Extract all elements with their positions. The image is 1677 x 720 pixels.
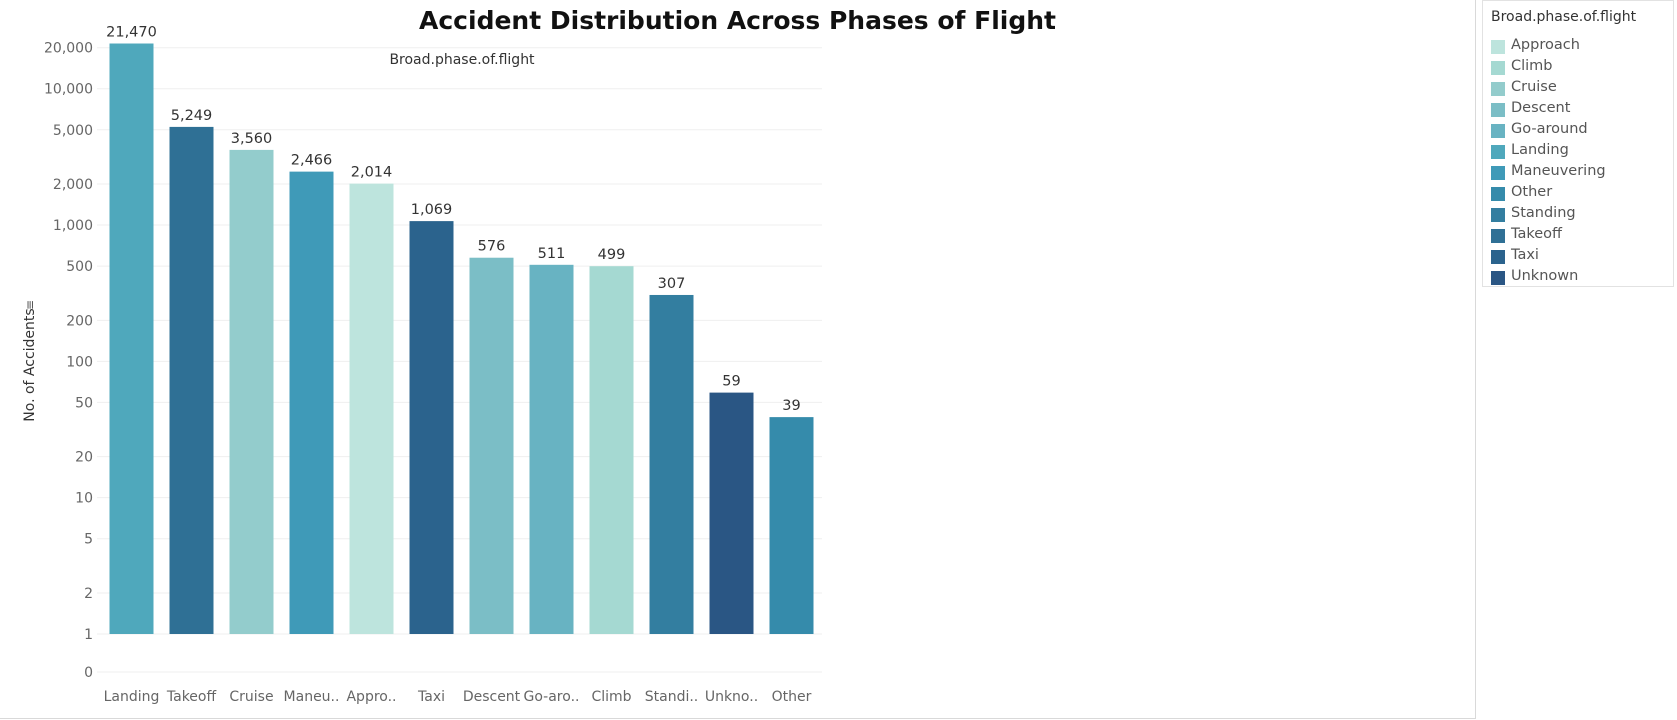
bar	[349, 183, 394, 635]
bar	[589, 266, 634, 634]
legend-label: Go-around	[1511, 121, 1588, 137]
legend-item[interactable]: Descent	[1489, 100, 1669, 121]
x-tick-label: Cruise	[229, 689, 273, 705]
column-header: Broad.phase.of.flight	[389, 52, 535, 68]
data-label: 307	[658, 276, 686, 292]
legend-swatch	[1491, 145, 1505, 159]
y-tick-label: 20,000	[44, 41, 93, 57]
data-label: 2,014	[351, 165, 393, 181]
legend-item[interactable]: Approach	[1489, 37, 1669, 58]
y-tick-label: 500	[66, 259, 93, 275]
legend-swatch	[1491, 208, 1505, 222]
x-tick-label: Climb	[591, 689, 631, 705]
legend-item[interactable]: Go-around	[1489, 121, 1669, 142]
legend-label: Other	[1511, 184, 1553, 200]
x-tick-label: Appro..	[346, 689, 396, 705]
legend-list: Approach Climb Cruise Descent Go-around Landi…	[1489, 37, 1669, 289]
bar	[409, 221, 454, 635]
bar	[649, 294, 694, 634]
bar	[709, 392, 754, 634]
x-tick-label: Other	[772, 689, 812, 705]
x-tick-label: Taxi	[417, 689, 445, 705]
data-label: 576	[478, 239, 506, 255]
legend-label: Takeoff	[1511, 226, 1563, 242]
x-tick-label: Landing	[104, 689, 160, 705]
bar	[229, 149, 274, 634]
bar-chart: 0 1 2 5 10 20 50 100 200 500 1,000 2,000 5,000 10,000…	[22, 25, 822, 705]
y-tick-label: 2	[84, 586, 93, 602]
legend-swatch	[1491, 271, 1505, 285]
legend-item[interactable]: Standing	[1489, 205, 1669, 226]
data-label: 2,466	[291, 153, 333, 169]
x-tick-label: Standi..	[645, 689, 699, 705]
y-tick-label: 50	[75, 395, 93, 411]
legend-label: Cruise	[1511, 79, 1557, 95]
legend-swatch	[1491, 187, 1505, 201]
bar	[529, 264, 574, 634]
sort-icon: ≡	[23, 300, 37, 310]
y-tick-label: 10	[75, 491, 93, 507]
legend-label: Unknown	[1511, 268, 1579, 284]
legend-swatch	[1491, 103, 1505, 117]
data-label: 3,560	[231, 131, 273, 147]
y-tick-label: 5,000	[53, 123, 93, 139]
legend-item[interactable]: Taxi	[1489, 247, 1669, 268]
legend-label: Descent	[1511, 100, 1571, 116]
legend-label: Maneuvering	[1511, 163, 1606, 179]
bar	[169, 126, 214, 634]
legend-item[interactable]: Landing	[1489, 142, 1669, 163]
legend-label: Approach	[1511, 37, 1580, 53]
data-label: 59	[722, 374, 740, 390]
chart-title: Accident Distribution Across Phases of F…	[419, 6, 1056, 35]
legend-title: Broad.phase.of.flight	[1491, 9, 1637, 25]
y-tick-label: 2,000	[53, 177, 93, 193]
chart-area: Accident Distribution Across Phases of F…	[0, 0, 1476, 719]
x-tick-label: Takeoff	[166, 689, 217, 705]
legend-label: Taxi	[1511, 247, 1539, 263]
legend-swatch	[1491, 250, 1505, 264]
bar	[469, 257, 514, 634]
legend-item[interactable]: Takeoff	[1489, 226, 1669, 247]
data-label: 499	[598, 247, 626, 263]
legend-label: Standing	[1511, 205, 1576, 221]
bar	[109, 43, 154, 635]
y-tick-label: 5	[84, 532, 93, 548]
legend-swatch	[1491, 124, 1505, 138]
legend-item[interactable]: Unknown	[1489, 268, 1669, 289]
legend-item[interactable]: Cruise	[1489, 79, 1669, 100]
legend-swatch	[1491, 166, 1505, 180]
x-tick-label: Unkno..	[705, 689, 758, 705]
legend-item[interactable]: Other	[1489, 184, 1669, 205]
data-label: 511	[538, 246, 566, 262]
data-label: 21,470	[106, 25, 157, 41]
legend-item[interactable]: Maneuvering	[1489, 163, 1669, 184]
y-tick-label: 1	[84, 627, 93, 643]
legend-swatch	[1491, 229, 1505, 243]
legend-label: Climb	[1511, 58, 1553, 74]
y-tick-label: 200	[66, 313, 93, 329]
legend-swatch	[1491, 61, 1505, 75]
y-axis-title: No. of Accidents	[22, 308, 38, 421]
legend-item[interactable]: Climb	[1489, 58, 1669, 79]
x-tick-label: Maneu..	[284, 689, 340, 705]
x-tick-label: Go-aro..	[524, 689, 580, 705]
legend-label: Landing	[1511, 142, 1569, 158]
y-tick-label: 100	[66, 354, 93, 370]
data-label: 39	[782, 398, 800, 414]
legend-swatch	[1491, 82, 1505, 96]
data-label: 5,249	[171, 108, 213, 124]
y-tick-label: 20	[75, 450, 93, 466]
bar	[769, 417, 814, 634]
bar	[289, 171, 334, 635]
data-label: 1,069	[411, 202, 453, 218]
x-tick-label: Descent	[463, 689, 521, 705]
y-tick-label: 10,000	[44, 82, 93, 98]
y-tick-label: 0	[84, 665, 93, 681]
legend: Broad.phase.of.flight Approach Climb Cruis…	[1482, 0, 1674, 287]
y-tick-label: 1,000	[53, 218, 93, 234]
legend-swatch	[1491, 40, 1505, 54]
